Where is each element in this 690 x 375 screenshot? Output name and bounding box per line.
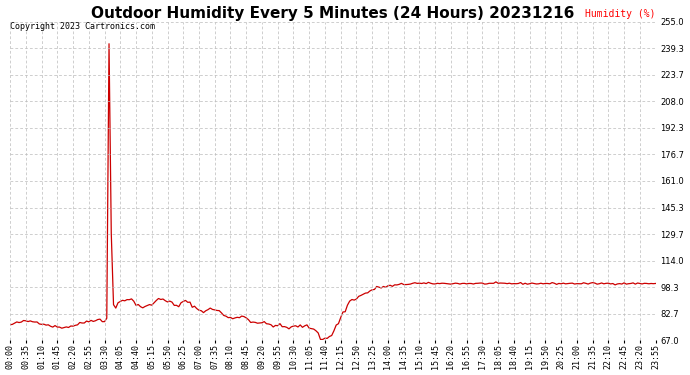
Title: Outdoor Humidity Every 5 Minutes (24 Hours) 20231216: Outdoor Humidity Every 5 Minutes (24 Hou…: [91, 6, 575, 21]
Text: Copyright 2023 Cartronics.com: Copyright 2023 Cartronics.com: [10, 22, 155, 31]
Text: Humidity (%): Humidity (%): [585, 9, 656, 18]
